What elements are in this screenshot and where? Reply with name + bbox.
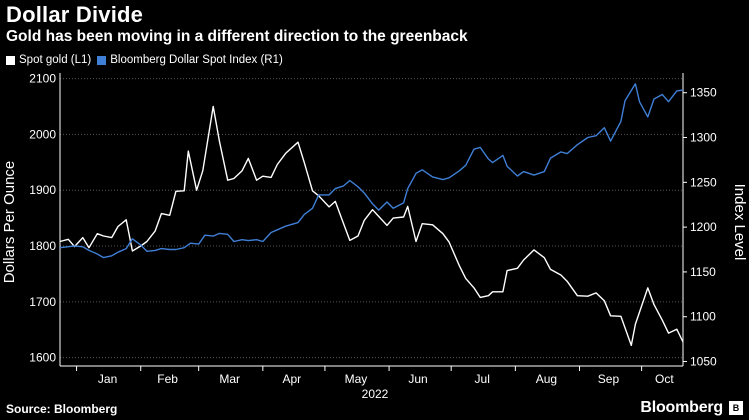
x-tick-label: Jun [408,372,427,386]
y-right-tick-label: 1200 [690,220,717,234]
series-line-dollar-index [59,83,684,259]
y-right-tick-label: 1250 [690,175,717,189]
y-right-tick-label: 1350 [690,86,717,100]
source-note: Source: Bloomberg [6,402,118,416]
x-tick-label: Jan [98,372,117,386]
y-axis-right-label: Index Level [731,184,748,261]
x-axis-year-label: 2022 [362,387,389,401]
x-tick-label: Aug [536,372,557,386]
legend-swatch-dollar [97,55,107,65]
bloomberg-logo: Bloomberg [640,399,723,416]
y-axis-left-label: Dollars Per Ounce [1,161,18,284]
x-tick-label: Mar [219,372,240,386]
x-tick-label: Feb [157,372,178,386]
y-left-tick-label: 1800 [29,239,56,253]
legend-label-dollar: Bloomberg Dollar Spot Index (R1) [110,54,283,66]
chart-legend: Spot gold (L1) Bloomberg Dollar Spot Ind… [6,54,289,66]
legend-item-gold: Spot gold (L1) [6,54,91,66]
y-left-tick-label: 2000 [29,127,56,141]
legend-swatch-gold [6,55,15,65]
y-right-tick-label: 1100 [690,310,716,324]
series-lines [59,83,684,347]
y-right-tick-label: 1150 [690,265,716,279]
legend-label-gold: Spot gold (L1) [19,54,92,66]
y-left-tick-label: 2100 [29,72,56,86]
x-tick-label: Apr [282,372,301,386]
legend-item-dollar: Bloomberg Dollar Spot Index (R1) [97,54,283,66]
y-left-tick-label: 1700 [29,295,56,309]
y-right-tick-label: 1050 [690,355,717,369]
x-tick-label: Jul [475,372,490,386]
x-tick-label: May [345,372,368,386]
y-left-tick-label: 1600 [29,351,56,365]
bloomberg-tag-icon: B [729,401,743,415]
x-tick-label: Oct [655,372,674,386]
chart-subtitle: Gold has been moving in a different dire… [6,28,468,45]
y-left-tick-label: 1900 [29,183,56,197]
y-right-tick-label: 1300 [690,131,717,145]
chart-title: Dollar Divide [6,2,144,27]
series-line-spot-gold [59,105,684,347]
gridlines [60,78,683,359]
axes: 1600 1700 1800 1900 2000 2100 1050 1100 1150 1200… [29,72,717,386]
x-tick-label: Sep [598,372,620,386]
